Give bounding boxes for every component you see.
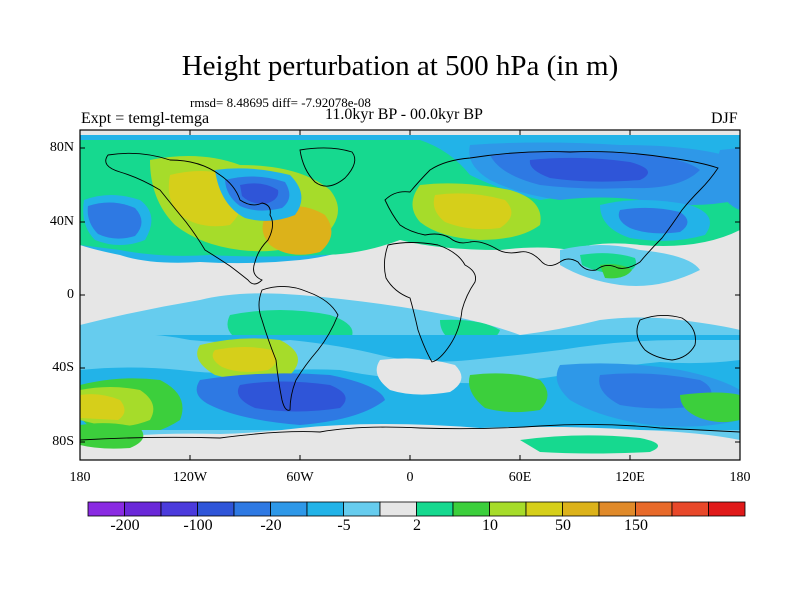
plot-title: Height perturbation at 500 hPa (in m): [181, 50, 619, 82]
lat-label-40n: 40N: [49, 214, 74, 229]
coastlines: [80, 147, 740, 441]
colorbar-swatch: [525, 501, 563, 517]
colorbar-swatch: [489, 501, 527, 517]
lon-label-60e: 60E: [508, 470, 532, 485]
colorbar-swatch: [343, 501, 381, 517]
eurasia-outline: [384, 151, 719, 271]
colorbar-swatch: [233, 501, 271, 517]
colorbar-swatch: [416, 501, 454, 517]
colorbar-label: -100: [183, 517, 213, 534]
colorbar: [87, 501, 746, 517]
colorbar-swatch: [708, 501, 746, 517]
lat-label-80s: 80S: [52, 434, 74, 449]
colorbar-label: -20: [260, 517, 282, 534]
colorbar-swatch: [306, 501, 344, 517]
colorbar-swatch: [635, 501, 673, 517]
colorbar-label: 10: [482, 517, 498, 534]
colorbar-swatch: [562, 501, 600, 517]
lon-label-120w: 120W: [172, 470, 208, 485]
lat-label-80n: 80N: [49, 140, 74, 155]
colorbar-label: 2: [413, 517, 421, 534]
stats-text: rmsd= 8.48695 diff= -7.92078e-08: [190, 95, 371, 110]
season-label: DJF: [711, 110, 738, 127]
axis-ticks: [80, 130, 740, 460]
lat-label-40s: 40S: [52, 360, 74, 375]
antarctica-outline: [80, 423, 740, 441]
australia-outline: [636, 315, 696, 361]
greenland-outline: [299, 147, 356, 187]
height-field: [80, 130, 740, 460]
colorbar-swatch: [671, 501, 709, 517]
colorbar-label: 150: [624, 517, 648, 534]
north-america-outline: [105, 152, 273, 285]
colorbar-swatch: [124, 501, 162, 517]
colorbar-swatch: [598, 501, 636, 517]
period-label: 11.0kyr BP - 00.0kyr BP: [325, 106, 483, 123]
lon-label-180e: 180: [729, 470, 751, 485]
colorbar-swatch: [160, 501, 198, 517]
colorbar-label: -5: [337, 517, 351, 534]
south-america-outline: [258, 286, 339, 411]
colorbar-swatch: [452, 501, 490, 517]
experiment-label: Expt = temgl-temga: [81, 110, 210, 127]
colorbar-swatch: [87, 501, 125, 517]
colorbar-swatch: [197, 501, 235, 517]
colorbar-label: -200: [110, 517, 140, 534]
lon-label-120e: 120E: [615, 470, 645, 485]
colorbar-swatch: [379, 501, 417, 517]
lon-label-180w: 180: [69, 470, 91, 485]
africa-outline: [383, 242, 476, 363]
lon-label-60w: 60W: [286, 470, 314, 485]
lat-label-0: 0: [67, 287, 74, 302]
lon-label-0: 0: [406, 470, 414, 485]
colorbar-label: 50: [555, 517, 571, 534]
colorbar-swatch: [270, 501, 308, 517]
